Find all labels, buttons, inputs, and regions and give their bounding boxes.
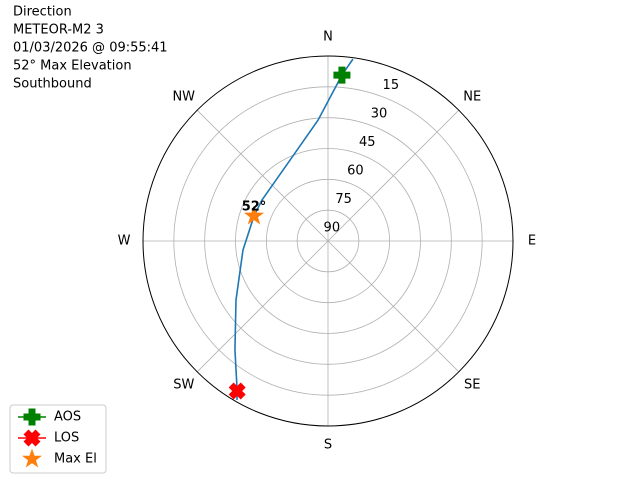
grid-ring: [265, 178, 391, 304]
theta-tick-label: N: [323, 30, 333, 45]
marker-x: [228, 382, 246, 400]
r-tick-label: 75: [335, 192, 352, 207]
legend-label: LOS: [54, 431, 79, 446]
title-line: Direction: [13, 5, 72, 20]
theta-tick-label: NW: [172, 89, 195, 104]
legend-label: Max El: [54, 452, 97, 467]
grid-ring: [296, 209, 360, 273]
title-line: METEOR-M2 3: [13, 23, 104, 38]
marker-star: [244, 205, 265, 225]
theta-tick-label: NE: [463, 89, 481, 104]
grid-ring: [204, 117, 452, 365]
r-tick-label: 90: [324, 220, 341, 235]
r-tick-label: 30: [371, 106, 388, 121]
theta-tick-label: SW: [173, 378, 194, 393]
grid-ring: [235, 148, 421, 334]
marker-plus: [333, 66, 351, 84]
grid-ring: [173, 86, 483, 396]
theta-tick-label: W: [118, 234, 131, 249]
theta-tick-label: S: [324, 438, 332, 453]
marker-x: [23, 429, 41, 447]
marker-star: [21, 448, 43, 468]
r-tick-label: 45: [359, 135, 376, 150]
polar-frame: [142, 55, 514, 427]
theta-tick-label: SE: [464, 378, 480, 393]
title-line: 01/03/2026 @ 09:55:41: [13, 41, 168, 56]
r-tick-label: 60: [347, 163, 364, 178]
legend: AOS LOS Max El: [9, 404, 107, 474]
theta-tick-label: E: [528, 234, 536, 249]
legend-label: AOS: [54, 410, 81, 425]
title-line: Southbound: [13, 77, 92, 92]
r-tick-label: 15: [383, 78, 400, 93]
annotation: 52°: [242, 199, 267, 214]
title-line: 52° Max Elevation: [13, 59, 132, 74]
marker-plus: [23, 408, 41, 426]
